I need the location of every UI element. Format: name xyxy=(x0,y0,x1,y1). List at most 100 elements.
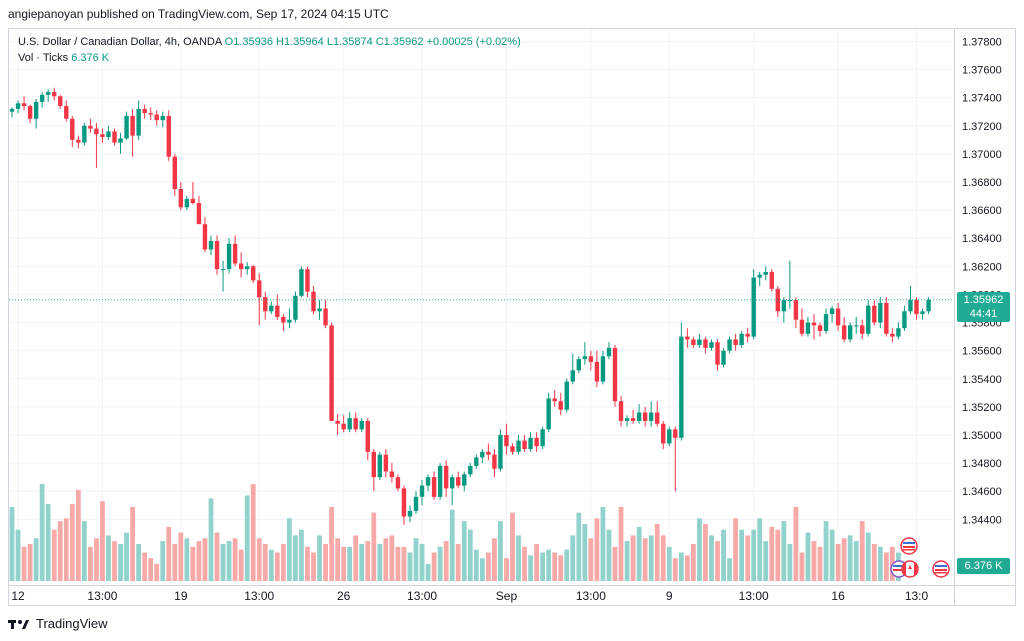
volume-bar xyxy=(425,563,431,581)
volume-bar xyxy=(684,555,690,581)
candle-body xyxy=(866,305,871,334)
candle-body xyxy=(655,412,660,424)
candle xyxy=(437,463,443,500)
candle xyxy=(540,426,545,450)
candle-body xyxy=(636,412,642,421)
candle-body xyxy=(486,451,491,455)
candle xyxy=(685,328,690,348)
candle-body xyxy=(847,325,853,340)
candle xyxy=(841,316,847,343)
tradingview-brand[interactable]: TradingView xyxy=(8,616,108,631)
candle-body xyxy=(359,420,364,430)
candle xyxy=(552,390,557,407)
x-tick-label: 9 xyxy=(666,589,673,603)
volume-bar xyxy=(305,546,310,581)
ca-flag-icon[interactable] xyxy=(901,560,919,578)
candle-body xyxy=(679,336,684,438)
candle-body xyxy=(106,131,111,138)
candle xyxy=(474,454,479,469)
candle xyxy=(787,260,793,309)
volume-bar xyxy=(69,504,75,581)
volume-bar xyxy=(630,535,636,581)
candle-body xyxy=(196,203,202,225)
y-tick-label: 1.36600 xyxy=(962,205,1002,217)
candle xyxy=(781,297,787,323)
candle-body xyxy=(878,302,883,323)
candle xyxy=(636,404,642,424)
volume-bar xyxy=(498,521,503,581)
volume-bar xyxy=(389,535,395,581)
candle xyxy=(769,269,774,292)
candle xyxy=(275,294,280,320)
candle xyxy=(287,308,292,329)
candle-body xyxy=(64,106,69,119)
candle xyxy=(76,135,81,149)
candle xyxy=(763,266,768,281)
volume-indicator-label[interactable]: Vol · Ticks xyxy=(18,52,69,64)
candle-body xyxy=(811,322,817,326)
symbol-title[interactable]: U.S. Dollar / Canadian Dollar, 4h, OANDA xyxy=(18,36,222,48)
volume-bar xyxy=(136,543,142,581)
candle-body xyxy=(793,300,799,320)
us-flag-icon[interactable] xyxy=(900,537,918,555)
candle xyxy=(751,269,756,340)
chart-legend: U.S. Dollar / Canadian Dollar, 4h, OANDA… xyxy=(18,34,521,66)
volume-bar xyxy=(431,552,437,581)
y-tick-label: 1.36800 xyxy=(962,177,1002,189)
candle-body xyxy=(118,138,123,143)
volume-bar xyxy=(552,552,558,581)
candle xyxy=(576,356,582,374)
candle xyxy=(884,297,889,337)
candle xyxy=(154,110,159,126)
y-tick-label: 1.34800 xyxy=(962,458,1002,470)
candle xyxy=(389,463,395,483)
volume-bar xyxy=(395,546,401,581)
candle xyxy=(480,449,485,464)
candle-body xyxy=(425,477,431,486)
candle xyxy=(401,485,407,525)
ohlc-low: L1.35874 xyxy=(326,36,373,48)
x-tick-label: 26 xyxy=(337,589,351,603)
economic-events[interactable] xyxy=(890,537,950,578)
candle-body xyxy=(58,96,63,107)
candle xyxy=(896,322,901,340)
candle-body xyxy=(232,243,238,264)
candle xyxy=(45,89,51,102)
candle xyxy=(112,128,117,146)
candle xyxy=(504,423,509,455)
volume-bar xyxy=(835,543,841,581)
us-flag-icon[interactable] xyxy=(932,560,950,578)
candle xyxy=(618,395,624,427)
volume-bar xyxy=(9,506,15,581)
candle xyxy=(425,474,431,492)
volume-bar xyxy=(751,529,757,581)
candle-body xyxy=(902,311,907,329)
candle xyxy=(673,426,678,492)
candle-body xyxy=(516,440,521,452)
candle-body xyxy=(419,485,425,497)
candle xyxy=(570,353,575,385)
candle-body xyxy=(456,477,461,486)
candle xyxy=(419,479,425,506)
volume-bar xyxy=(703,524,708,581)
candle xyxy=(829,305,835,323)
volume-bar xyxy=(697,518,702,581)
candle-body xyxy=(293,295,298,320)
candle-body xyxy=(841,325,847,340)
candle xyxy=(661,420,666,450)
candle-body xyxy=(251,266,256,281)
candle-body xyxy=(33,101,39,119)
candle xyxy=(516,434,521,455)
candle-body xyxy=(721,350,726,365)
candle xyxy=(299,266,304,298)
y-tick-label: 1.37600 xyxy=(962,65,1002,77)
volume-bar xyxy=(75,489,81,581)
volume-bar xyxy=(745,535,751,581)
candle xyxy=(630,409,636,424)
candle-body xyxy=(401,488,407,517)
candle-body xyxy=(443,465,449,489)
candle-body xyxy=(142,108,147,114)
volume-bar xyxy=(160,541,166,581)
volume-bar xyxy=(654,524,660,581)
